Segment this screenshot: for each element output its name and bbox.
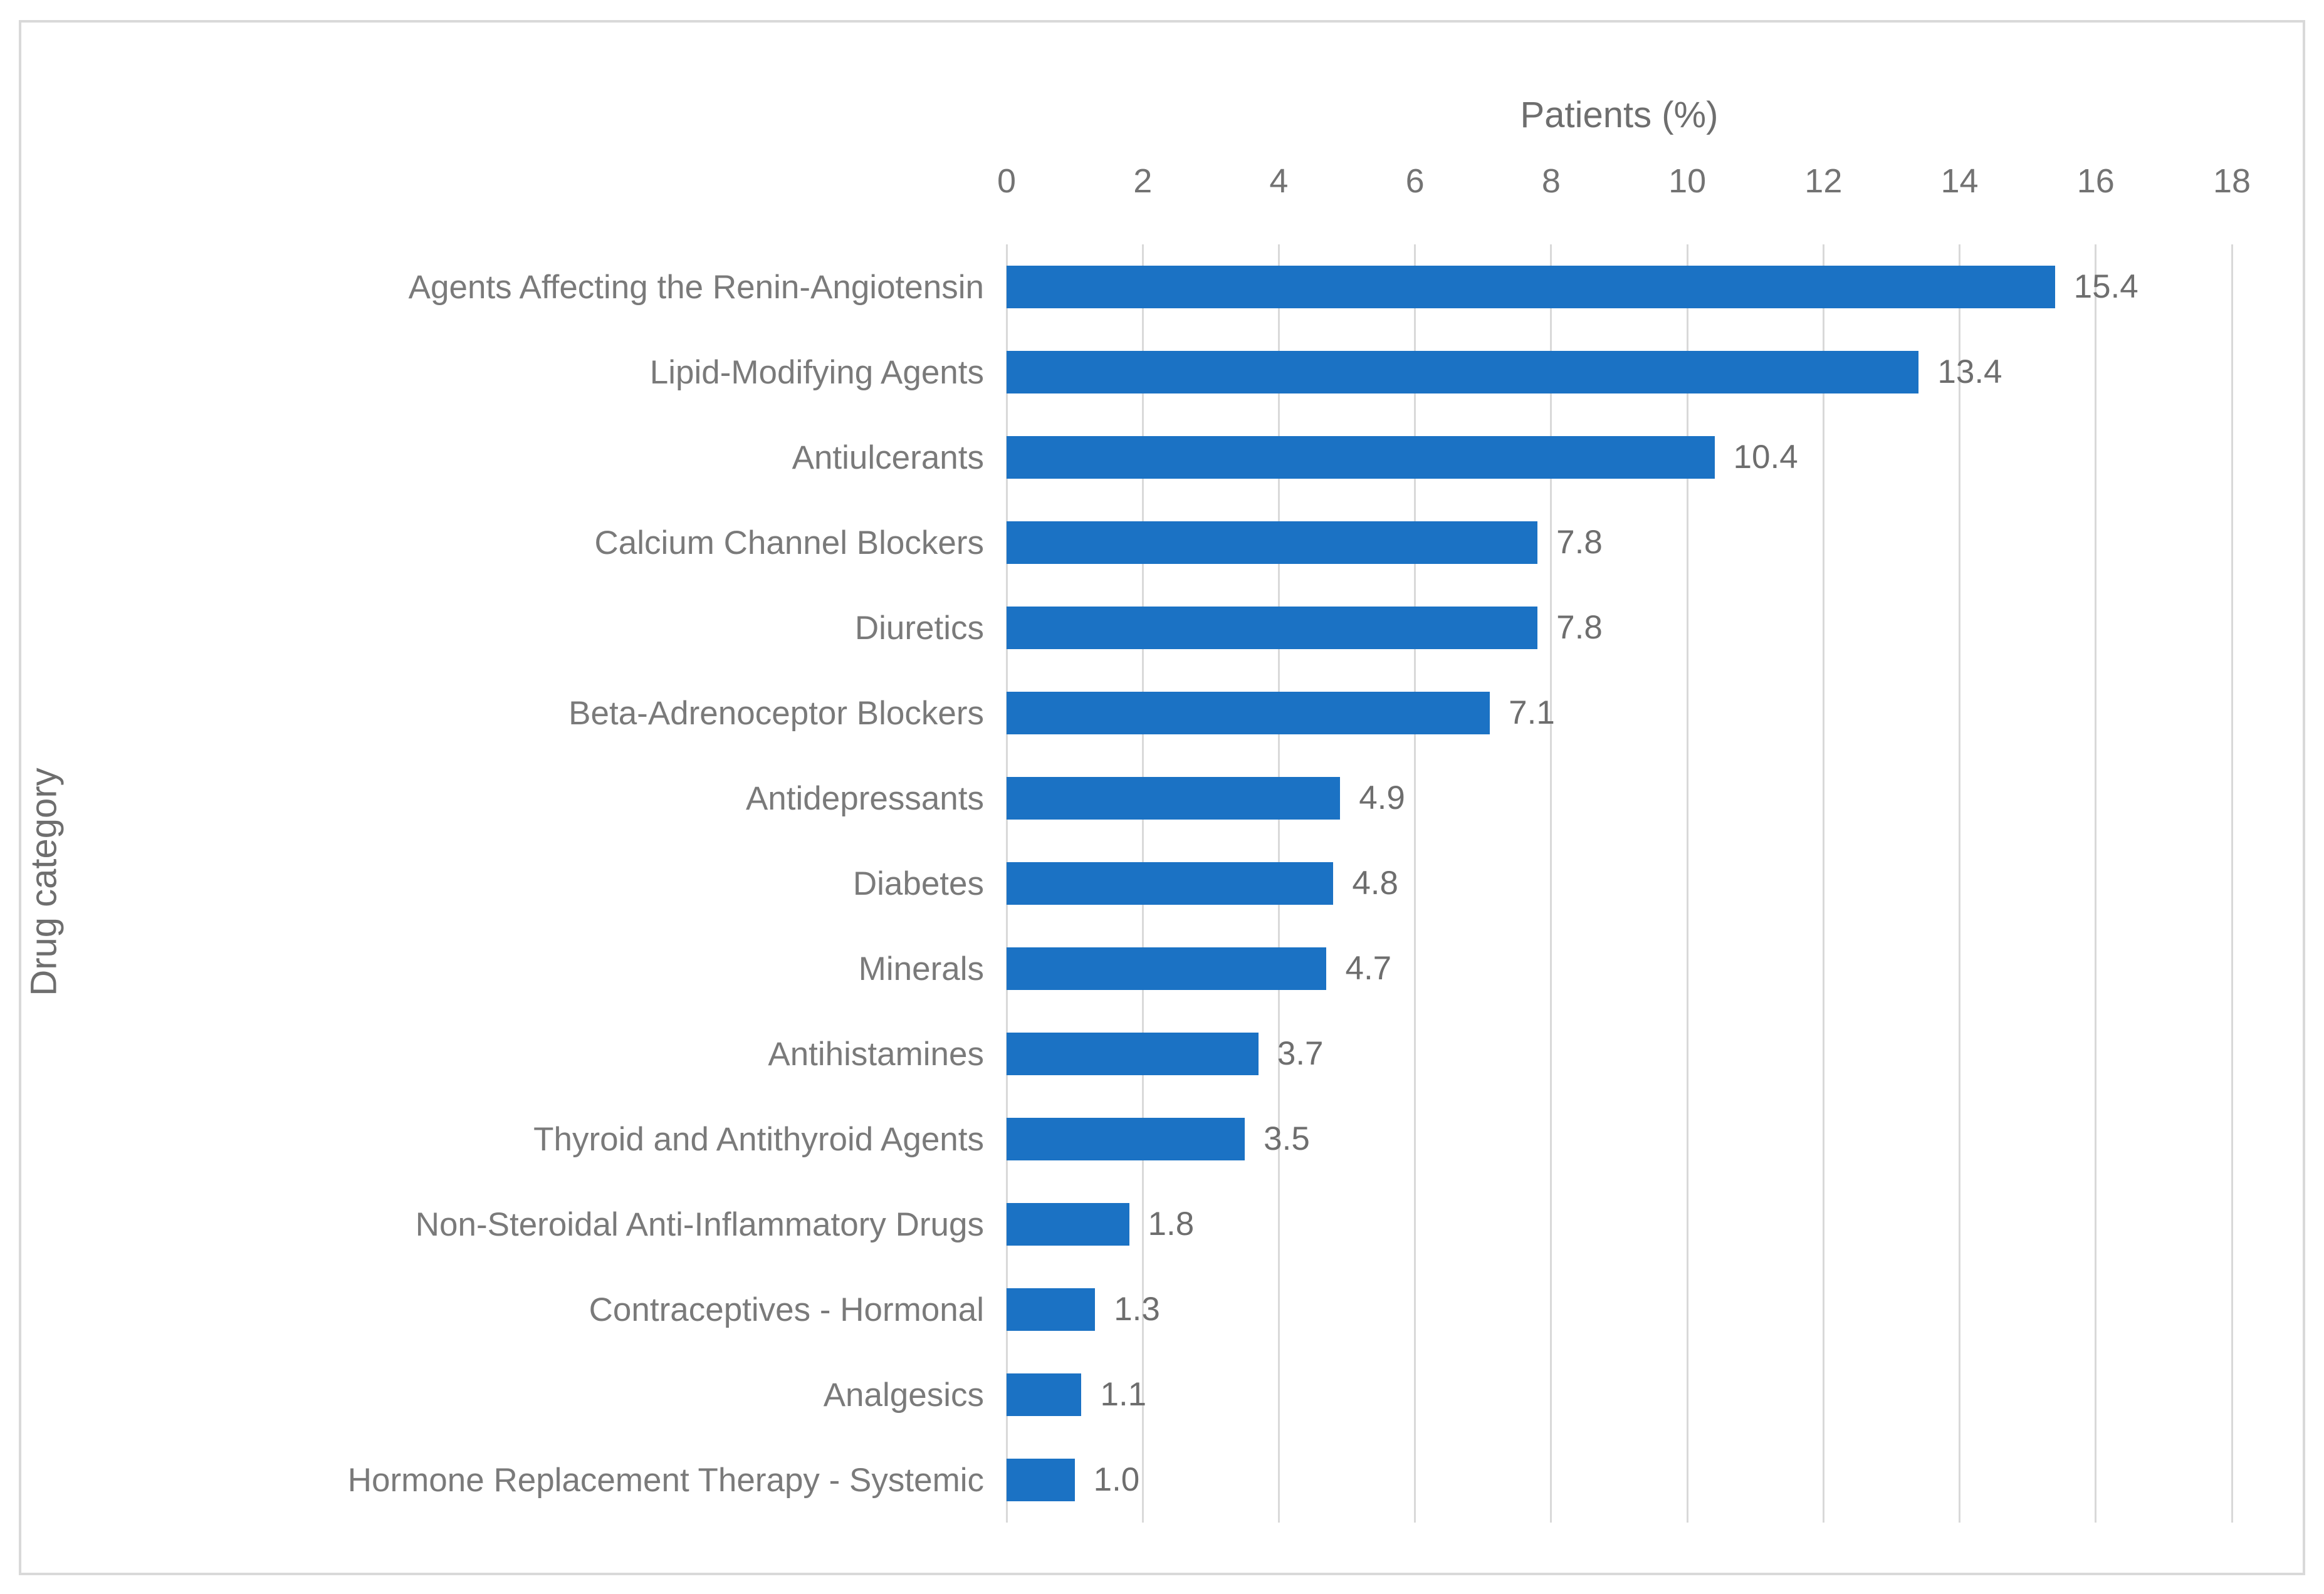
category-label: Hormone Replacement Therapy - Systemic bbox=[347, 1461, 984, 1499]
bar bbox=[1007, 521, 1538, 564]
x-tick-label: 0 bbox=[997, 162, 1017, 200]
bar bbox=[1007, 947, 1327, 990]
category-label: Calcium Channel Blockers bbox=[594, 524, 984, 561]
value-label: 1.1 bbox=[1100, 1376, 1147, 1413]
bar bbox=[1007, 1288, 1096, 1331]
x-tick-label: 16 bbox=[2076, 162, 2115, 200]
value-label: 7.8 bbox=[1556, 609, 1603, 646]
gridline bbox=[1822, 244, 1824, 1523]
category-label: Thyroid and Antithyroid Agents bbox=[533, 1120, 984, 1158]
bar bbox=[1007, 1373, 1082, 1416]
value-label: 1.8 bbox=[1148, 1206, 1195, 1242]
gridline bbox=[1550, 244, 1552, 1523]
x-tick-label: 10 bbox=[1668, 162, 1707, 200]
category-label: Analgesics bbox=[823, 1376, 984, 1414]
bar bbox=[1007, 266, 2055, 308]
bar bbox=[1007, 777, 1341, 820]
category-label: Beta-Adrenoceptor Blockers bbox=[568, 694, 984, 732]
bar bbox=[1007, 862, 1334, 905]
x-tick-label: 2 bbox=[1133, 162, 1153, 200]
gridline bbox=[1686, 244, 1688, 1523]
x-tick-label: 14 bbox=[1940, 162, 1979, 200]
bar bbox=[1007, 1203, 1129, 1246]
bar bbox=[1007, 1459, 1075, 1501]
value-label: 1.3 bbox=[1114, 1291, 1160, 1328]
x-tick-label: 12 bbox=[1804, 162, 1843, 200]
bar bbox=[1007, 692, 1490, 734]
category-label: Non-Steroidal Anti-Inflammatory Drugs bbox=[415, 1206, 984, 1243]
bar bbox=[1007, 1033, 1259, 1075]
x-tick-label: 4 bbox=[1269, 162, 1289, 200]
bar bbox=[1007, 351, 1919, 393]
x-tick-label: 18 bbox=[2212, 162, 2251, 200]
value-label: 3.5 bbox=[1264, 1120, 1310, 1157]
value-label: 3.7 bbox=[1277, 1035, 1324, 1072]
category-label: Diabetes bbox=[852, 865, 984, 902]
value-label: 7.8 bbox=[1556, 524, 1603, 561]
value-label: 13.4 bbox=[1937, 353, 2002, 390]
category-label: Antihistamines bbox=[768, 1035, 984, 1073]
x-axis-ticks: 0 2 4 6 8 10 12 14 16 18 bbox=[997, 162, 2251, 207]
category-label: Antidepressants bbox=[745, 779, 984, 817]
value-label: 10.4 bbox=[1733, 439, 1798, 476]
value-label: 4.9 bbox=[1359, 779, 1405, 816]
category-label: Diuretics bbox=[854, 609, 984, 647]
plot-area: 15.4 13.4 10.4 7.8 7.8 7.1 4.9 4.8 4.7 3.7 3.5 1.8 1… bbox=[1005, 244, 2233, 1523]
x-tick-label: 8 bbox=[1541, 162, 1561, 200]
bar bbox=[1007, 1118, 1245, 1160]
category-label: Lipid-Modifying Agents bbox=[649, 353, 984, 391]
category-label: Contraceptives - Hormonal bbox=[589, 1291, 984, 1328]
bar bbox=[1007, 607, 1538, 649]
gridline bbox=[2095, 244, 2097, 1523]
gridline bbox=[1959, 244, 1961, 1523]
x-tick-label: 6 bbox=[1405, 162, 1425, 200]
category-label: Minerals bbox=[858, 950, 984, 987]
value-label: 7.1 bbox=[1509, 694, 1555, 731]
gridline bbox=[2231, 244, 2233, 1523]
category-label: Agents Affecting the Renin-Angiotensin bbox=[408, 268, 984, 306]
category-axis: Agents Affecting the Renin-Angiotensin Li… bbox=[0, 244, 984, 1523]
value-label: 4.7 bbox=[1345, 950, 1392, 987]
value-label: 1.0 bbox=[1093, 1461, 1140, 1498]
value-label: 4.8 bbox=[1352, 865, 1399, 902]
gridline bbox=[1414, 244, 1416, 1523]
x-axis-title: Patients (%) bbox=[1520, 95, 1719, 135]
category-label: Antiulcerants bbox=[792, 439, 984, 476]
bar bbox=[1007, 436, 1715, 479]
value-label: 15.4 bbox=[2073, 268, 2138, 305]
